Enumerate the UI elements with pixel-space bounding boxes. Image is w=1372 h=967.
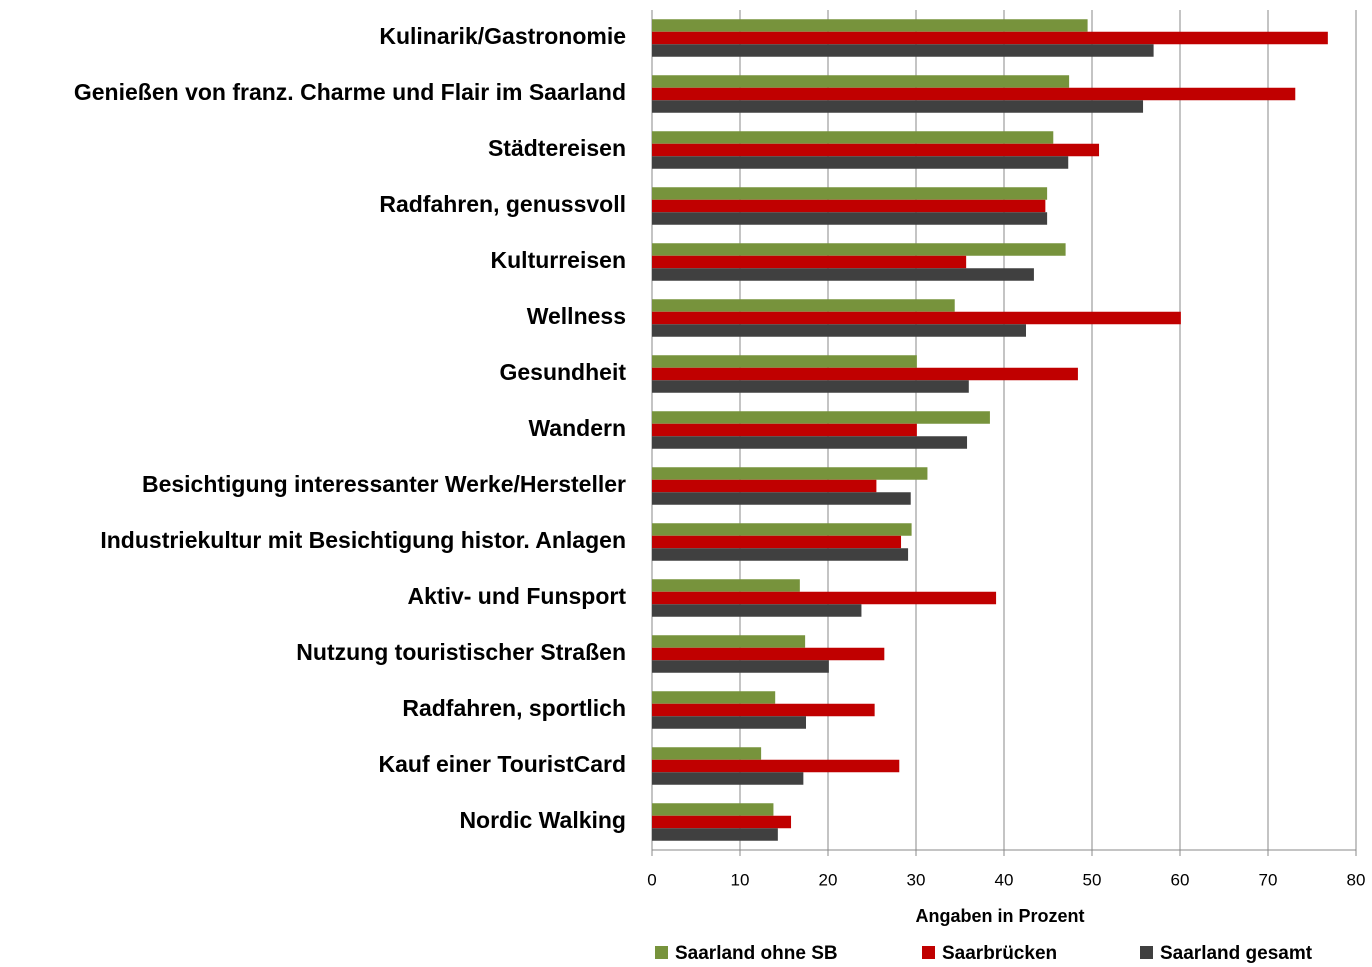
- bar: [652, 131, 1054, 144]
- bar: [652, 268, 1034, 281]
- bar: [652, 772, 804, 785]
- bar: [652, 31, 1328, 45]
- x-tick-label: 30: [907, 870, 926, 889]
- category-label: Kulinarik/Gastronomie: [379, 23, 626, 49]
- category-label: Wandern: [528, 415, 626, 441]
- bar: [652, 660, 829, 673]
- bar: [652, 691, 776, 704]
- bar: [652, 523, 912, 536]
- category-label: Nutzung touristischer Straßen: [296, 639, 626, 665]
- bar: [652, 187, 1048, 200]
- bar: [652, 803, 774, 816]
- bar: [652, 44, 1154, 57]
- bar: [652, 380, 969, 393]
- category-label: Industriekultur mit Besichtigung histor.…: [100, 527, 626, 553]
- x-tick-label: 10: [731, 870, 750, 889]
- x-tick-label: 40: [995, 870, 1014, 889]
- category-label: Besichtigung interessanter Werke/Herstel…: [142, 471, 626, 497]
- bar: [652, 243, 1066, 256]
- x-axis-title: Angaben in Prozent: [915, 906, 1084, 926]
- x-tick-label: 20: [819, 870, 838, 889]
- legend-swatch: [1140, 946, 1153, 959]
- bar: [652, 19, 1088, 32]
- legend-swatch: [655, 946, 668, 959]
- bar: [652, 759, 900, 773]
- x-tick-label: 60: [1171, 870, 1190, 889]
- bar: [652, 87, 1296, 101]
- category-label: Radfahren, genussvoll: [379, 191, 626, 217]
- category-label: Genießen von franz. Charme und Flair im …: [74, 79, 626, 105]
- bar: [652, 75, 1070, 88]
- category-label: Kauf einer TouristCard: [379, 751, 627, 777]
- bar: [652, 815, 792, 829]
- category-label: Städtereisen: [488, 135, 626, 161]
- bar: [652, 747, 762, 760]
- bar: [652, 591, 997, 605]
- category-label: Kulturreisen: [491, 247, 626, 273]
- bar: [652, 647, 885, 661]
- bar: [652, 716, 806, 729]
- category-label: Radfahren, sportlich: [402, 695, 626, 721]
- legend-label: Saarland ohne SB: [675, 943, 838, 964]
- bar: [652, 212, 1048, 225]
- bar: [652, 604, 862, 617]
- bar: [652, 255, 967, 269]
- bar: [652, 299, 955, 312]
- bar: [652, 411, 990, 424]
- bar: [652, 311, 1181, 325]
- bar: [652, 703, 875, 717]
- bar: [652, 828, 778, 841]
- bar: [652, 548, 909, 561]
- bar: [652, 535, 902, 549]
- bar: [652, 143, 1100, 157]
- bar: [652, 156, 1069, 169]
- bar: [652, 199, 1046, 213]
- x-tick-label: 80: [1347, 870, 1366, 889]
- bar: [652, 100, 1144, 113]
- x-tick-label: 0: [647, 870, 656, 889]
- bar: [652, 324, 1026, 337]
- legend-swatch: [922, 946, 935, 959]
- bar: [652, 436, 968, 449]
- x-tick-label: 70: [1259, 870, 1278, 889]
- category-label: Aktiv- und Funsport: [408, 583, 627, 609]
- bar: [652, 355, 917, 368]
- category-label: Gesundheit: [499, 359, 626, 385]
- bar: [652, 467, 928, 480]
- x-tick-label: 50: [1083, 870, 1102, 889]
- bar: [652, 492, 911, 505]
- bar: [652, 479, 877, 493]
- bar: [652, 579, 800, 592]
- legend-label: Saarbrücken: [942, 943, 1057, 964]
- legend-label: Saarland gesamt: [1160, 943, 1313, 964]
- bar: [652, 367, 1078, 381]
- category-label: Wellness: [527, 303, 626, 329]
- bar: [652, 635, 806, 648]
- bar: [652, 423, 917, 437]
- category-label: Nordic Walking: [459, 807, 626, 833]
